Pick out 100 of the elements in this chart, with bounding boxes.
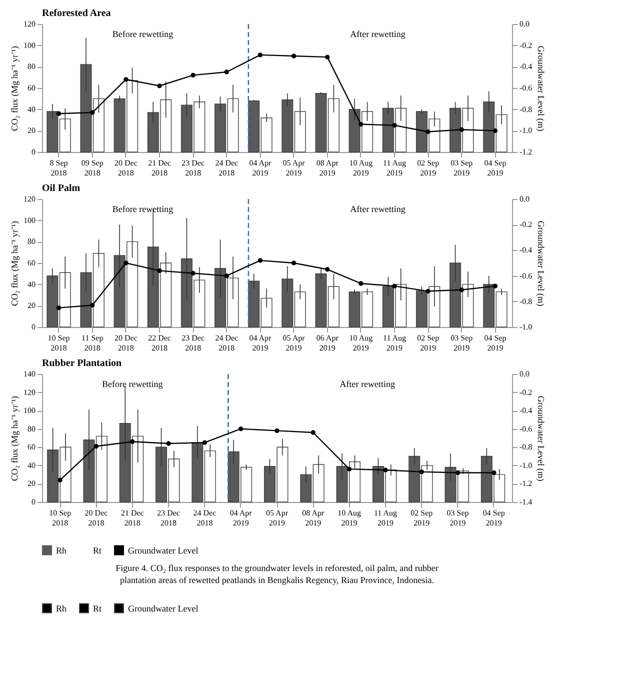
- y-tick-label: 80: [28, 62, 36, 72]
- x-tick-label: 02 Sep 2019: [417, 334, 440, 352]
- y-tick-label: 0: [32, 322, 36, 332]
- x-tick-label: 22 Dec 2018: [148, 334, 172, 352]
- y-tick-label: 120: [24, 20, 36, 28]
- x-tick-label: 03 Sep 2019: [446, 508, 469, 528]
- caption: Figure 4. CO₂ flux responses to the groundwater levels in reforested, oil palm, and rubber plantation areas of rewetted peatlands in Bengkalis Regency, Riau Province, Indonesia.: [116, 563, 438, 585]
- legend-label: Rt: [93, 603, 102, 614]
- x-tick-label: 03 Sep 2019: [450, 334, 473, 352]
- y-axis-title: CO₂ flux (Mg ha⁻¹ yr⁻¹): [10, 220, 20, 306]
- x-tick-label: 11 Aug 2019: [382, 334, 406, 352]
- y2-tick-label: 0.0: [520, 370, 530, 378]
- y2-tick-label: -1.0: [520, 322, 532, 332]
- annotation: Before rewetting: [112, 29, 174, 39]
- x-tick-label: 11 Aug 2019: [374, 508, 397, 528]
- text: Groundwater Level: [128, 603, 198, 614]
- chart-title: Reforested Area: [42, 8, 111, 19]
- x-tick-label: 04 Apr 2019: [249, 158, 272, 178]
- x-tick-label: 10 Aug 2019: [349, 158, 373, 178]
- y2-tick-label: -0.4: [520, 406, 532, 416]
- y-tick-label: 100: [24, 40, 36, 50]
- x-tick-label: 02 Sep 2019: [417, 158, 440, 178]
- y-axis-title: CO₂ flux (Mg ha⁻¹ yr⁻¹): [10, 46, 20, 132]
- y-tick-label: 80: [28, 237, 36, 246]
- x-tick-label: 10 Sep 2018: [48, 334, 70, 352]
- x-tick-label: 23 Dec 2018: [157, 508, 180, 528]
- y2-tick-label: -0.6: [520, 424, 532, 434]
- legend-label: Groundwater Level: [128, 545, 199, 556]
- x-tick-label: 08 Apr 2019: [316, 158, 339, 178]
- x-tick-label: 20 Dec 2018: [114, 334, 138, 352]
- y-axis-title: CO₂ flux (Mg ha⁻¹ yr⁻¹): [10, 396, 20, 482]
- y-tick-label: 100: [24, 216, 36, 225]
- y2-axis-title: Groundwater Level (m): [536, 220, 546, 306]
- x-tick-label: 04 Sep 2019: [484, 334, 506, 352]
- annotation: Before rewetting: [102, 379, 164, 389]
- y-tick-label: 120: [24, 194, 36, 204]
- x-tick-label: 10 Aug 2019: [338, 508, 361, 528]
- y2-tick-label: -0.8: [520, 104, 532, 114]
- y2-tick-label: -1.2: [520, 479, 532, 488]
- y2-tick-label: 0.0: [520, 20, 530, 28]
- chart-title: Oil Palm: [42, 183, 81, 194]
- y2-tick-label: -0.2: [520, 40, 532, 50]
- x-tick-label: 04 Sep 2019: [482, 508, 505, 528]
- y2-tick-label: -1.2: [520, 148, 532, 156]
- y-tick-label: 20: [28, 126, 36, 136]
- x-tick-label: 09 Sep 2018: [81, 158, 104, 178]
- x-tick-label: 23 Dec 2018: [182, 158, 205, 178]
- x-tick-label: 24 Dec 2018: [215, 334, 239, 352]
- x-tick-label: 04 Apr 2019: [249, 334, 272, 352]
- y2-tick-label: -0.6: [520, 84, 532, 92]
- text: Rh: [56, 603, 67, 614]
- x-tick-label: 8 Sep 2018: [50, 158, 68, 178]
- y-tick-label: 100: [24, 406, 36, 416]
- x-tick-label: 10 Sep 2018: [49, 508, 72, 528]
- x-tick-label: 04 Sep 2019: [484, 158, 506, 178]
- x-tick-label: 20 Dec 2018: [114, 158, 138, 178]
- y2-axis-title: Groundwater Level (m): [536, 46, 546, 132]
- annotation: After rewetting: [350, 29, 406, 39]
- y-tick-label: 60: [28, 84, 36, 92]
- x-tick-label: 10 Aug 2019: [349, 334, 373, 352]
- y-tick-label: 60: [28, 442, 36, 452]
- y-tick-label: 40: [28, 280, 36, 289]
- y2-tick-label: 0.0: [520, 194, 530, 204]
- x-tick-label: 21 Dec 2018: [148, 158, 172, 178]
- y2-tick-label: -0.4: [520, 62, 532, 72]
- y-tick-label: 0: [32, 498, 36, 506]
- y2-tick-label: -0.8: [520, 296, 532, 306]
- x-tick-label: 05 Apr 2019: [282, 334, 306, 352]
- text: Rt: [93, 545, 102, 556]
- y-tick-label: 20: [28, 301, 36, 310]
- x-tick-label: 11 Sep 2018: [82, 334, 104, 352]
- y-tick-label: 40: [28, 460, 36, 470]
- y-tick-label: 120: [24, 388, 36, 397]
- y2-axis-title: Groundwater Level (m): [536, 396, 546, 482]
- y2-tick-label: -0.8: [520, 442, 532, 452]
- y-tick-label: 140: [24, 370, 36, 378]
- x-tick-label: 06 Apr 2019: [316, 334, 339, 352]
- y-tick-label: 0: [32, 148, 36, 156]
- y2-tick-label: -1.0: [520, 460, 532, 470]
- x-tick-label: 04 Apr 2019: [230, 508, 252, 528]
- x-tick-label: 20 Dec 2018: [84, 508, 108, 528]
- y2-tick-label: -1.0: [520, 126, 532, 136]
- y2-tick-label: -1.4: [520, 498, 532, 506]
- annotation: After rewetting: [350, 204, 406, 214]
- y-tick-label: 80: [28, 424, 36, 434]
- y-tick-label: 60: [28, 258, 36, 268]
- legend-label: Rh: [56, 545, 68, 556]
- y2-tick-label: -0.2: [520, 220, 532, 230]
- y2-tick-label: -0.4: [520, 246, 532, 255]
- x-tick-label: 02 Sep 2019: [410, 508, 433, 528]
- y-tick-label: 20: [28, 479, 36, 488]
- x-tick-label: 21 Dec 2018: [120, 508, 144, 528]
- x-tick-label: 05 Apr 2019: [282, 158, 306, 178]
- y2-tick-label: -0.6: [520, 271, 532, 280]
- x-tick-label: 24 Dec 2018: [215, 158, 239, 178]
- x-tick-label: 03 Sep 2019: [450, 158, 473, 178]
- x-tick-label: 08 Apr 2019: [302, 508, 324, 528]
- y2-tick-label: -0.2: [520, 388, 532, 397]
- annotation: After rewetting: [340, 379, 396, 389]
- x-tick-label: 05 Apr 2019: [266, 508, 288, 528]
